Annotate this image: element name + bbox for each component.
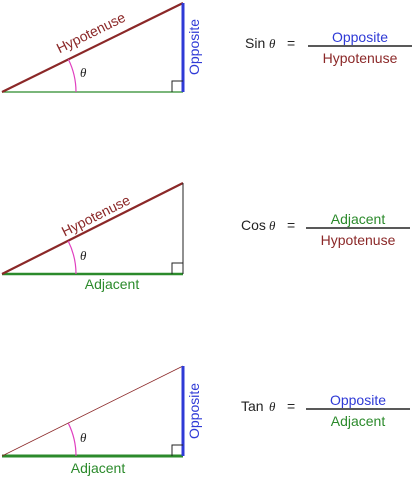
cos-theta-label: θ [80,248,87,263]
cos-denominator: Hypotenuse [321,232,396,248]
tan-panel: θ Opposite Adjacent Tan θ = Opposite Adj… [1,365,410,476]
cos-hypotenuse-label: Hypotenuse [59,192,133,240]
cos-panel: θ Hypotenuse Adjacent Cos θ = Adjacent H… [1,182,410,292]
sin-equals-sign: = [287,35,295,51]
sin-numerator: Opposite [332,29,388,45]
sin-hypotenuse-side [1,2,184,93]
cos-adjacent-label: Adjacent [85,276,140,292]
tan-function-label: Tan [241,398,264,414]
cos-equals-sign: = [287,217,295,233]
tan-angle-arc [67,422,77,457]
tan-adjacent-label: Adjacent [71,460,126,476]
tan-numerator: Opposite [330,392,386,408]
sin-angle-arc [67,59,77,93]
cos-hypotenuse-side [1,182,184,275]
cos-angle-arc [67,240,77,275]
tan-equals-sign: = [287,398,295,414]
tan-theta-symbol: θ [269,399,276,414]
cos-numerator: Adjacent [331,211,386,227]
sin-theta-label: θ [80,65,87,80]
sin-opposite-label: Opposite [186,19,202,75]
cos-function-label: Cos [241,217,266,233]
tan-right-angle-marker [171,444,183,456]
sin-function-label: Sin [245,35,265,51]
cos-right-angle-marker [171,262,183,274]
sin-panel: θ Hypotenuse Opposite Sin θ = Opposite H… [1,2,412,93]
sin-theta-symbol: θ [269,36,276,51]
sin-denominator: Hypotenuse [323,50,398,66]
sin-right-angle-marker [171,80,183,92]
tan-opposite-label: Opposite [186,383,202,439]
tan-theta-label: θ [80,430,87,445]
tan-denominator: Adjacent [331,413,386,429]
tan-hypotenuse-side [1,365,184,457]
cos-theta-symbol: θ [269,218,276,233]
